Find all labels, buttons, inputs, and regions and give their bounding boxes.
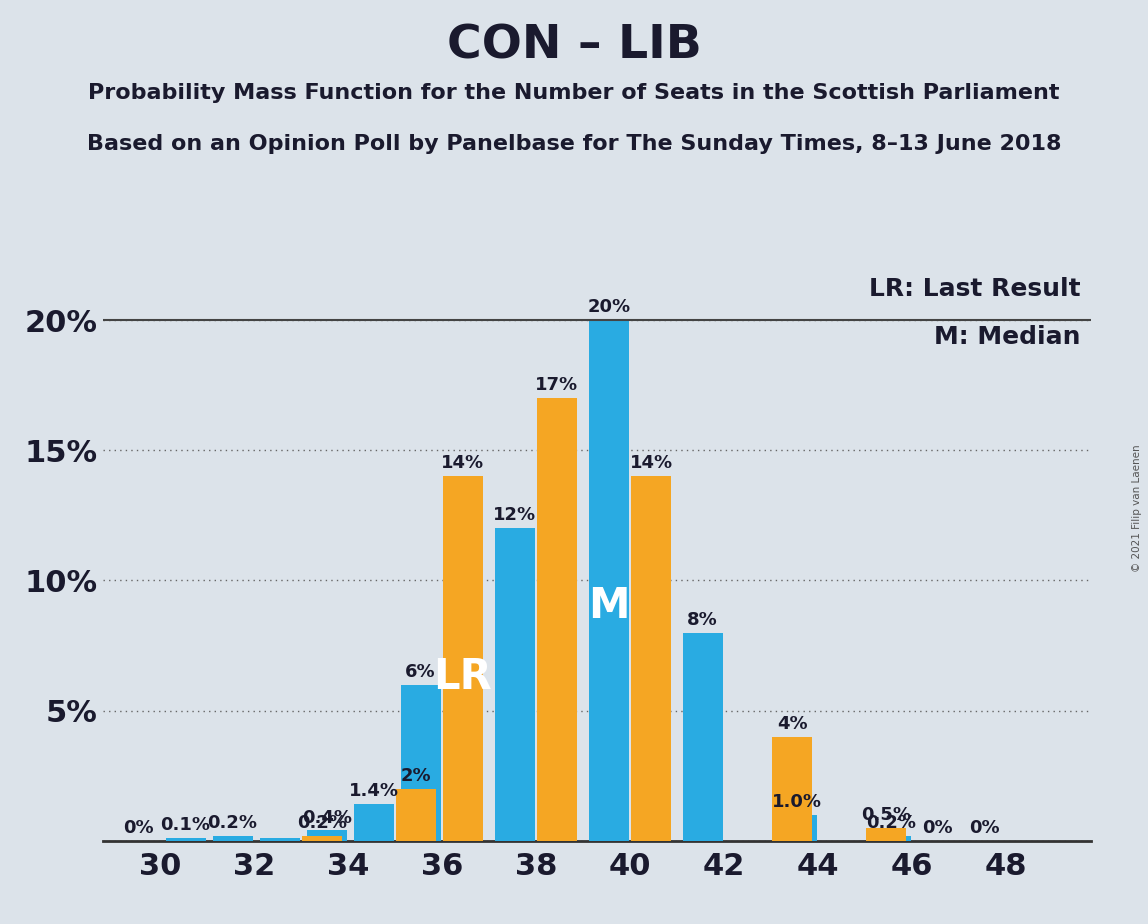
Text: 8%: 8% bbox=[688, 611, 719, 628]
Text: CON – LIB: CON – LIB bbox=[447, 23, 701, 68]
Bar bbox=[401, 685, 441, 841]
Bar bbox=[165, 838, 205, 841]
Text: 14%: 14% bbox=[629, 455, 673, 472]
Bar bbox=[866, 828, 906, 841]
Bar bbox=[307, 831, 347, 841]
Text: 0.2%: 0.2% bbox=[297, 814, 347, 832]
Bar bbox=[683, 633, 723, 841]
Text: 14%: 14% bbox=[442, 455, 484, 472]
Text: LR: Last Result: LR: Last Result bbox=[869, 276, 1080, 300]
Bar bbox=[495, 529, 535, 841]
Text: 1.0%: 1.0% bbox=[771, 793, 822, 811]
Text: 0.2%: 0.2% bbox=[208, 814, 257, 832]
Bar bbox=[589, 320, 629, 841]
Bar bbox=[354, 805, 394, 841]
Text: 0%: 0% bbox=[970, 819, 1000, 837]
Bar bbox=[212, 835, 253, 841]
Text: 17%: 17% bbox=[535, 376, 579, 395]
Text: © 2021 Filip van Laenen: © 2021 Filip van Laenen bbox=[1132, 444, 1142, 572]
Text: 0.5%: 0.5% bbox=[861, 806, 912, 824]
Bar bbox=[396, 789, 436, 841]
Text: 20%: 20% bbox=[587, 298, 630, 316]
Text: 6%: 6% bbox=[405, 663, 436, 681]
Bar bbox=[259, 838, 300, 841]
Text: LR: LR bbox=[434, 656, 492, 698]
Text: 0.2%: 0.2% bbox=[866, 814, 916, 832]
Text: Based on an Opinion Poll by Panelbase for The Sunday Times, 8–13 June 2018: Based on an Opinion Poll by Panelbase fo… bbox=[87, 134, 1061, 154]
Text: 0%: 0% bbox=[923, 819, 953, 837]
Text: 0%: 0% bbox=[123, 819, 154, 837]
Text: 4%: 4% bbox=[777, 715, 807, 733]
Text: M: Median: M: Median bbox=[934, 325, 1080, 349]
Text: 2%: 2% bbox=[401, 767, 432, 784]
Bar bbox=[537, 398, 577, 841]
Text: 1.4%: 1.4% bbox=[349, 783, 398, 800]
Text: 12%: 12% bbox=[494, 506, 536, 525]
Text: 0.1%: 0.1% bbox=[161, 816, 210, 834]
Text: Probability Mass Function for the Number of Seats in the Scottish Parliament: Probability Mass Function for the Number… bbox=[88, 83, 1060, 103]
Bar bbox=[773, 736, 812, 841]
Bar bbox=[631, 476, 672, 841]
Bar bbox=[302, 835, 342, 841]
Bar bbox=[777, 815, 816, 841]
Text: 0.4%: 0.4% bbox=[302, 808, 351, 826]
Bar bbox=[443, 476, 483, 841]
Bar bbox=[871, 835, 910, 841]
Text: M: M bbox=[588, 586, 629, 627]
